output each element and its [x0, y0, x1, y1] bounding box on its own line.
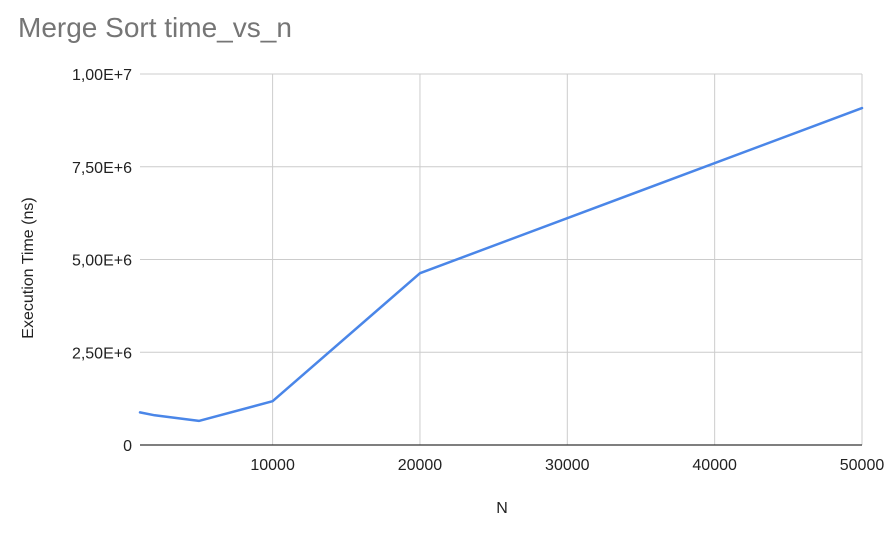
x-tick-label: 10000 [250, 457, 295, 474]
y-tick-label: 0 [123, 438, 132, 455]
x-tick-label: 30000 [545, 457, 590, 474]
series-line [138, 106, 864, 423]
y-tick-label: 2,50E+6 [72, 345, 132, 362]
x-tick-label: 50000 [840, 457, 885, 474]
y-tick-label: 7,50E+6 [72, 160, 132, 177]
x-tick-label: 20000 [398, 457, 443, 474]
y-tick-label: 5,00E+6 [72, 253, 132, 270]
x-tick-label: 40000 [692, 457, 737, 474]
chart-title: Merge Sort time_vs_n [18, 12, 292, 43]
grid-lines [140, 73, 863, 445]
tick-labels: 0 2,50E+6 5,00E+6 7,50E+6 1,00E+7 10000 20000 3… [72, 67, 884, 474]
y-axis-label: Execution Time (ns) [20, 197, 37, 338]
x-axis-label: N [496, 500, 508, 517]
y-tick-label: 1,00E+7 [72, 67, 132, 84]
series [138, 106, 864, 423]
